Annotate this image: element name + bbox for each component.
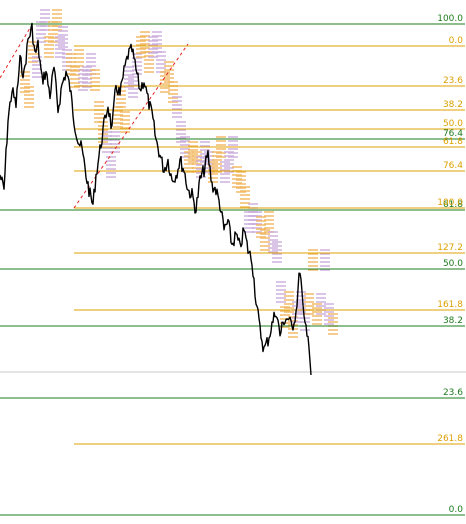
trend-line-left xyxy=(0,27,31,79)
fib-label-green: 50.0 xyxy=(443,259,463,269)
fib-retracement-levels xyxy=(0,23,465,516)
fib-label-orange: 261.8 xyxy=(437,434,463,444)
fib-label-orange: 76.4 xyxy=(443,161,463,171)
price-series xyxy=(0,22,312,376)
fib-extension-levels xyxy=(74,45,465,445)
fib-label-orange: 23.6 xyxy=(443,76,463,86)
fib-label-green: 0.0 xyxy=(449,505,464,515)
fib-label-orange: 61.8 xyxy=(443,137,463,147)
fib-label-orange: 100.0 xyxy=(437,198,463,208)
price-line xyxy=(0,22,312,376)
fib-label-green: 100.0 xyxy=(437,14,463,24)
fib-label-green: 76.4 xyxy=(443,129,463,139)
fib-label-green: 23.6 xyxy=(443,388,463,398)
fib-label-green: 38.2 xyxy=(443,316,463,326)
ichimoku-cloud xyxy=(20,9,338,338)
fib-label-orange: 38.2 xyxy=(443,100,463,110)
trend-line-middle xyxy=(73,43,189,209)
fib-label-orange: 127.2 xyxy=(437,243,463,253)
fib-label-green: 61.8 xyxy=(443,200,463,210)
fib-level-labels: 100.076.461.850.038.223.60.00.023.638.25… xyxy=(437,14,463,515)
fib-label-orange: 50.0 xyxy=(443,119,463,129)
fib-label-orange: 0.0 xyxy=(449,36,464,46)
trend-lines xyxy=(0,27,189,209)
fib-label-orange: 161.8 xyxy=(437,300,463,310)
